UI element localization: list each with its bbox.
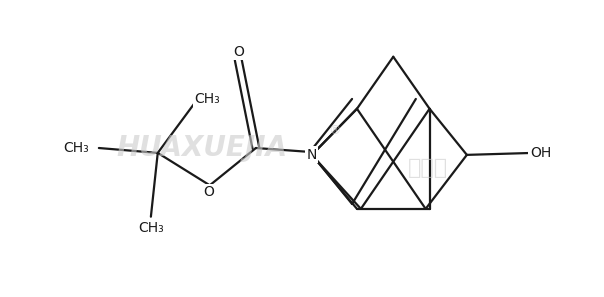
Text: HUAXUEJIA: HUAXUEJIA — [117, 134, 288, 162]
Text: 化学加: 化学加 — [408, 158, 448, 178]
Text: CH₃: CH₃ — [63, 141, 89, 155]
Text: CH₃: CH₃ — [138, 222, 164, 236]
Text: O: O — [204, 185, 214, 199]
Text: O: O — [233, 45, 243, 59]
Text: ®: ® — [328, 124, 341, 137]
Text: N: N — [307, 148, 317, 162]
Text: CH₃: CH₃ — [194, 92, 220, 106]
Text: OH: OH — [530, 146, 551, 160]
